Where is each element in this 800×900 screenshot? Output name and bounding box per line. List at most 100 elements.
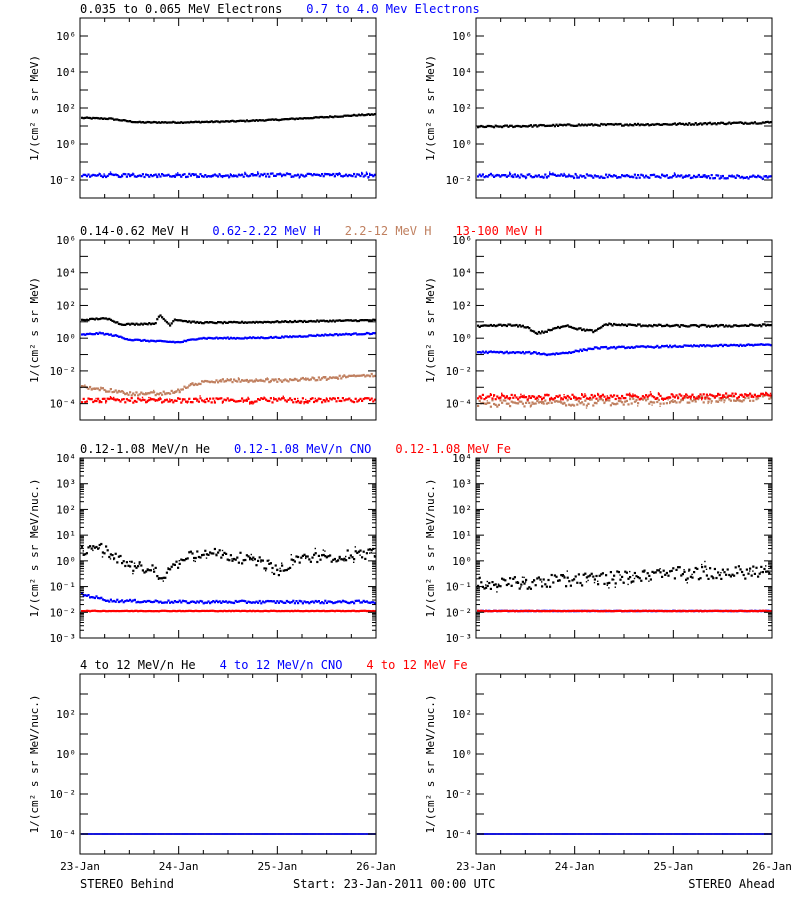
data-point bbox=[585, 124, 588, 127]
data-point bbox=[81, 592, 84, 595]
data-point bbox=[266, 378, 269, 381]
data-point bbox=[581, 584, 584, 587]
data-point bbox=[133, 399, 136, 403]
data-point bbox=[686, 325, 689, 328]
data-point bbox=[279, 321, 282, 324]
data-point bbox=[515, 396, 518, 399]
data-point bbox=[207, 833, 209, 835]
data-point bbox=[93, 609, 96, 612]
data-point bbox=[491, 397, 494, 400]
data-point bbox=[629, 398, 632, 401]
data-point bbox=[728, 344, 731, 347]
data-point bbox=[619, 397, 622, 400]
data-point bbox=[186, 833, 189, 835]
data-point bbox=[290, 554, 292, 556]
data-point bbox=[164, 393, 167, 396]
data-point bbox=[733, 121, 736, 124]
data-point bbox=[611, 395, 614, 398]
data-point bbox=[143, 571, 146, 574]
data-series bbox=[81, 542, 376, 582]
data-point bbox=[606, 323, 609, 327]
data-point bbox=[332, 397, 335, 400]
data-point bbox=[584, 394, 587, 397]
data-point bbox=[233, 557, 236, 561]
data-point bbox=[250, 558, 253, 561]
data-point bbox=[677, 397, 680, 400]
data-point bbox=[239, 833, 241, 835]
data-point bbox=[523, 582, 526, 585]
data-point bbox=[491, 833, 493, 835]
data-point bbox=[637, 576, 640, 579]
data-point bbox=[146, 833, 149, 835]
data-point bbox=[92, 116, 95, 119]
data-point bbox=[521, 124, 524, 128]
data-point bbox=[713, 122, 716, 125]
data-point bbox=[215, 554, 218, 557]
data-point bbox=[301, 320, 304, 324]
data-point bbox=[757, 397, 760, 400]
data-point bbox=[108, 390, 111, 393]
data-point bbox=[90, 317, 93, 320]
data-point bbox=[114, 833, 117, 835]
data-point bbox=[629, 570, 631, 573]
data-point bbox=[680, 610, 683, 613]
data-point bbox=[726, 344, 729, 347]
data-point bbox=[253, 601, 256, 604]
data-point bbox=[566, 576, 569, 579]
data-point bbox=[734, 121, 737, 124]
data-point bbox=[737, 565, 740, 568]
data-point bbox=[162, 833, 165, 835]
data-point bbox=[501, 126, 504, 129]
data-point bbox=[359, 833, 361, 835]
data-point bbox=[667, 123, 670, 126]
data-point bbox=[201, 175, 204, 178]
data-point bbox=[122, 390, 124, 393]
data-point bbox=[627, 323, 630, 326]
data-point bbox=[185, 320, 188, 323]
data-point bbox=[314, 547, 316, 550]
data-point bbox=[557, 579, 560, 582]
data-point bbox=[292, 833, 294, 835]
data-point bbox=[268, 399, 271, 403]
data-point bbox=[197, 610, 200, 613]
data-point bbox=[356, 173, 359, 176]
data-point bbox=[341, 319, 344, 322]
data-point bbox=[345, 555, 347, 558]
data-point bbox=[520, 586, 522, 588]
y-tick-label: 10⁻² bbox=[446, 365, 473, 378]
data-point bbox=[274, 833, 277, 835]
data-point bbox=[702, 570, 705, 573]
data-point bbox=[515, 402, 518, 405]
data-point bbox=[89, 398, 92, 401]
data-point bbox=[213, 833, 216, 835]
data-point bbox=[521, 175, 524, 178]
data-point bbox=[242, 321, 245, 324]
data-point bbox=[694, 344, 697, 348]
data-point bbox=[760, 325, 763, 328]
data-point bbox=[553, 173, 556, 176]
data-point bbox=[154, 322, 157, 325]
data-point bbox=[678, 393, 681, 396]
data-point bbox=[357, 610, 360, 613]
data-point bbox=[665, 402, 668, 405]
data-point bbox=[709, 398, 711, 400]
data-point bbox=[592, 404, 595, 407]
data-point bbox=[266, 610, 269, 613]
data-point bbox=[497, 584, 500, 587]
data-point bbox=[325, 397, 328, 399]
data-point bbox=[226, 378, 228, 380]
data-point bbox=[197, 176, 200, 178]
data-point bbox=[481, 401, 484, 404]
data-point bbox=[197, 555, 200, 559]
data-point bbox=[509, 323, 512, 326]
data-point bbox=[119, 323, 122, 326]
data-point bbox=[92, 609, 95, 612]
data-point bbox=[561, 174, 564, 177]
data-point bbox=[351, 175, 354, 178]
data-point bbox=[287, 609, 290, 613]
data-point bbox=[292, 335, 295, 338]
data-point bbox=[597, 327, 600, 330]
data-point bbox=[229, 610, 232, 613]
data-point bbox=[766, 393, 768, 395]
data-point bbox=[710, 324, 713, 327]
